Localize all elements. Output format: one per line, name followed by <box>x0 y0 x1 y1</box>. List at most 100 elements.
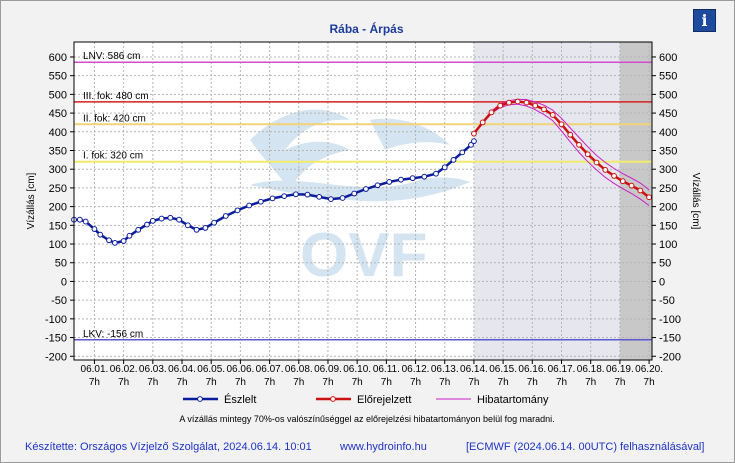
observed-point <box>91 226 98 232</box>
observed-point <box>316 193 323 200</box>
footer-url[interactable]: www.hydroinfo.hu <box>340 441 427 453</box>
legend-observed-label: Észlelt <box>224 393 256 406</box>
legend-forecast-marker <box>330 396 336 402</box>
y-tick-label-left: 350 <box>49 145 67 157</box>
observed-point <box>144 221 150 228</box>
forecast-point <box>593 159 600 166</box>
y-tick-label-right: 450 <box>659 108 677 120</box>
threshold-lines: LNV: 586 cm III. fok: 480 cm II. fok: 420 … <box>74 51 652 341</box>
y-axis-label-right: Vízállás [cm] <box>690 173 701 230</box>
x-tick-label-date: 06.07. <box>256 364 284 375</box>
x-tick-label-date: 06.04. <box>168 364 196 375</box>
x-tick-label-hour: 7h <box>381 377 392 388</box>
x-tick-label-date: 06.12. <box>402 364 430 375</box>
observed-point <box>398 176 404 183</box>
x-tick-label-hour: 7h <box>527 377 538 388</box>
x-tick-label-date: 06.14. <box>460 364 488 375</box>
observed-point <box>106 237 112 244</box>
forecast-point <box>576 141 582 148</box>
x-tick-label-date: 06.13. <box>431 364 459 375</box>
y-tick-label-left: -50 <box>51 295 67 307</box>
x-tick-label-date: 06.18. <box>577 364 605 375</box>
y-tick-label-right: 350 <box>659 145 677 157</box>
x-tick-label-hour: 7h <box>468 377 479 388</box>
y-tick-label-right: 250 <box>659 183 677 195</box>
y-tick-label-left: 100 <box>49 239 67 251</box>
forecast-point <box>549 112 556 118</box>
observed-point <box>222 213 229 219</box>
x-tick-label-date: 06.19. <box>606 364 634 375</box>
observed-point <box>176 216 182 223</box>
observed-point <box>211 219 218 226</box>
y-tick-label-left: 250 <box>49 183 67 195</box>
observed-point <box>184 222 191 229</box>
footer-model: [ECMWF (2024.06.14. 00UTC) felhasználásá… <box>466 441 705 453</box>
y-tick-label-right: 50 <box>659 258 671 270</box>
y-tick-label-right: 200 <box>659 202 677 214</box>
x-tick-label-hour: 7h <box>293 377 304 388</box>
y-tick-label-right: 150 <box>659 220 677 232</box>
y-tick-label-left: 500 <box>49 89 67 101</box>
x-tick-label-hour: 7h <box>264 377 275 388</box>
watermark-text: OVF <box>300 221 427 290</box>
x-tick-label-date: 06.05. <box>197 364 225 375</box>
observed-point <box>304 191 311 198</box>
info-button[interactable]: i <box>693 9 716 32</box>
plot-border <box>73 41 653 361</box>
forecast-point <box>637 187 644 194</box>
observed-point <box>409 175 416 182</box>
y-tick-label-right: 400 <box>659 127 677 139</box>
y-tick-label-left: 150 <box>49 220 67 232</box>
y-tick-label-left: 50 <box>55 258 67 270</box>
x-tick-label-date: 06.17. <box>548 364 576 375</box>
observed-point <box>292 191 299 198</box>
legend-forecast-label: Előrejelzett <box>357 394 411 406</box>
y-tick-label-right: -200 <box>659 351 681 363</box>
legend-observed-marker <box>197 396 203 402</box>
footer-author: Készítette: Országos Vízjelző Szolgálat,… <box>25 441 312 453</box>
error-band-lower <box>473 103 650 206</box>
x-tick-label-date: 06.08. <box>285 364 313 375</box>
forecast-point <box>584 151 591 158</box>
legend: Észlelt Előrejelzett Hibatartomány <box>183 393 549 406</box>
forecast-point <box>602 167 609 173</box>
observed-point <box>441 164 448 171</box>
forecast-point <box>506 99 512 106</box>
threshold-label: LNV: 586 cm <box>83 51 140 62</box>
x-tick-label-hour: 7h <box>118 377 129 388</box>
observed-point <box>120 238 127 244</box>
forecast-point <box>479 119 486 126</box>
y-axis-right: -200 -150 -100 -50 0 50 100 150 200 250 300 350 400 4… <box>652 52 681 363</box>
observed-point <box>97 231 104 238</box>
x-tick-label-date: 06.11. <box>373 364 400 375</box>
forecast-point <box>628 182 635 189</box>
series-group <box>71 98 652 246</box>
x-tick-label-date: 06.02. <box>110 364 138 375</box>
y-tick-label-left: 600 <box>49 52 67 64</box>
y-tick-label-right: 300 <box>659 164 677 176</box>
x-tick-label-hour: 7h <box>410 377 421 388</box>
observed-point <box>202 225 209 231</box>
observed-point <box>135 226 142 233</box>
observed-point <box>471 138 477 145</box>
observed-point <box>339 195 346 201</box>
x-tick-label-hour: 7h <box>644 377 655 388</box>
x-tick-label-hour: 7h <box>352 377 363 388</box>
error-band <box>473 98 650 206</box>
observed-point <box>76 216 83 223</box>
x-tick-label-hour: 7h <box>614 377 625 388</box>
grid <box>74 42 652 360</box>
observed-point <box>374 182 381 189</box>
error-band-note: A vízállás mintegy 70%-os valószínűségge… <box>179 414 554 424</box>
y-tick-label-left: 400 <box>49 127 67 139</box>
y-axis-label-left: Vízállás [cm] <box>26 172 37 229</box>
forecast-point <box>497 102 504 109</box>
observed-point <box>111 240 118 246</box>
error-band-upper <box>473 98 650 191</box>
forecast-point <box>488 109 495 116</box>
observed-point <box>450 156 457 163</box>
forecast-point <box>532 102 539 109</box>
late-forecast-area <box>619 42 652 360</box>
forecast-point <box>567 131 574 138</box>
observed-point <box>421 173 428 180</box>
